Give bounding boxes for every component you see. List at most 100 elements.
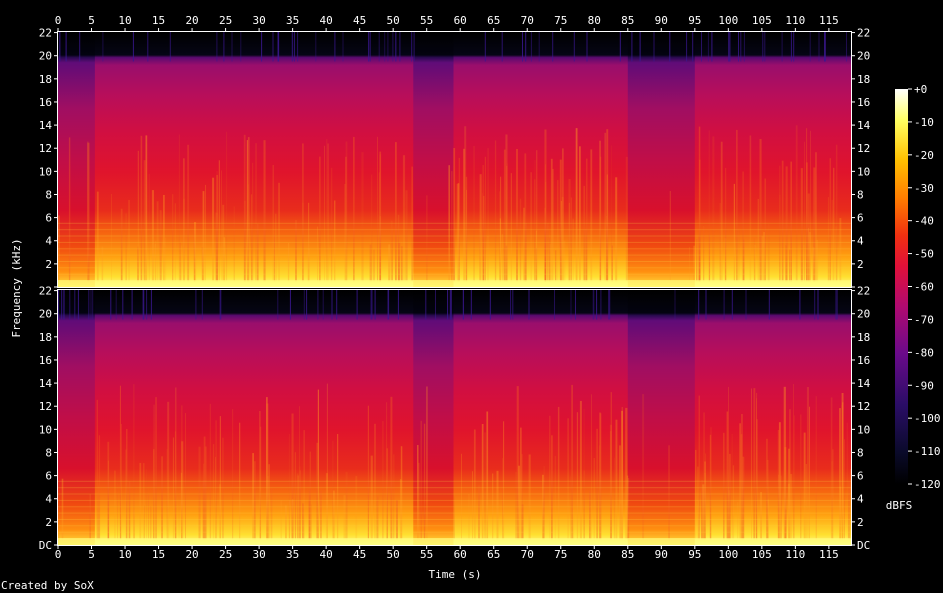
transient-spike — [387, 290, 389, 320]
energy-streak — [252, 453, 254, 540]
colorbar-gradient — [895, 89, 908, 484]
colorbar-tick-label: -40 — [914, 215, 934, 228]
energy-streak — [466, 189, 467, 282]
energy-streak — [175, 387, 177, 540]
y-axis-label: Frequency (kHz) — [10, 238, 23, 337]
energy-streak — [243, 134, 246, 282]
energy-streak — [137, 248, 139, 282]
energy-streak — [739, 423, 741, 540]
transient-spike — [824, 32, 826, 62]
energy-streak — [216, 170, 218, 282]
transient-spike — [261, 32, 263, 62]
energy-streak — [120, 208, 123, 282]
energy-streak — [698, 159, 701, 282]
colorbar-ticks: +0 -10 -20 -30 -40 -50 -60 -70 -80 -90 -100 -110 -12… — [908, 83, 941, 491]
transient-spike — [272, 32, 274, 62]
transient-spike — [132, 32, 134, 62]
energy-streak — [119, 385, 121, 540]
energy-streak — [285, 505, 287, 540]
energy-streak — [376, 496, 379, 540]
energy-streak — [344, 184, 346, 282]
transient-spike — [711, 32, 713, 62]
energy-streak — [502, 248, 505, 282]
energy-streak — [448, 165, 450, 282]
energy-streak — [589, 490, 591, 540]
energy-streak — [599, 156, 602, 282]
y-tick-label: 10 — [39, 423, 52, 436]
energy-streak — [275, 213, 277, 282]
x-tick-label: 30 — [252, 548, 265, 561]
energy-streak — [839, 408, 841, 540]
transient-spike — [728, 32, 730, 62]
energy-streak — [549, 415, 551, 540]
energy-streak — [697, 466, 699, 540]
transient-spike — [846, 32, 847, 62]
energy-streak — [510, 173, 512, 282]
energy-streak — [232, 409, 234, 540]
transient-spike — [692, 32, 694, 62]
energy-streak — [728, 490, 730, 540]
energy-streak — [544, 207, 546, 282]
energy-streak — [610, 431, 612, 540]
energy-streak — [778, 422, 781, 540]
energy-streak — [464, 126, 467, 282]
transient-spike — [738, 32, 739, 62]
energy-streak — [742, 171, 744, 282]
energy-streak — [215, 420, 217, 540]
energy-streak — [174, 476, 177, 540]
transient-spike — [835, 290, 837, 320]
transient-spike — [731, 290, 733, 320]
y-tick-label: 20 — [857, 50, 870, 63]
y-tick-label: 14 — [857, 119, 871, 132]
energy-streak — [767, 224, 770, 282]
energy-streak — [723, 432, 725, 540]
transient-spike — [201, 290, 203, 320]
energy-streak — [604, 132, 607, 282]
x-tick-label: 85 — [621, 14, 634, 27]
energy-streak — [291, 413, 294, 540]
transient-spike — [836, 290, 838, 320]
energy-streak — [308, 491, 310, 540]
energy-streak — [611, 245, 613, 282]
transient-spike — [729, 32, 731, 62]
energy-streak — [518, 465, 520, 540]
energy-streak — [704, 473, 706, 540]
energy-streak — [201, 247, 204, 282]
energy-streak — [377, 136, 378, 282]
energy-streak — [273, 234, 275, 282]
quiet-section — [413, 32, 454, 287]
energy-streak — [161, 456, 163, 540]
energy-streak — [754, 244, 756, 282]
energy-streak — [572, 510, 575, 540]
energy-streak — [583, 408, 585, 540]
y-tick-label: 22 — [39, 285, 52, 298]
transient-spike — [216, 32, 218, 62]
transient-spike — [59, 32, 61, 62]
energy-streak — [174, 203, 176, 282]
energy-streak — [492, 473, 494, 540]
energy-streak — [288, 434, 290, 540]
transient-spike — [674, 290, 676, 320]
energy-streak — [751, 388, 752, 540]
energy-streak — [361, 152, 364, 282]
energy-streak — [494, 140, 497, 282]
energy-streak — [793, 415, 795, 540]
energy-streak — [741, 487, 744, 540]
energy-streak — [761, 236, 764, 282]
energy-streak — [156, 201, 159, 282]
transient-spike — [705, 290, 707, 320]
energy-streak — [239, 422, 241, 540]
transient-spike — [586, 32, 588, 62]
energy-streak — [205, 184, 206, 282]
energy-streak — [487, 148, 489, 282]
energy-streak — [695, 449, 697, 540]
energy-streak — [542, 477, 545, 540]
energy-streak — [294, 452, 296, 540]
transient-spike — [593, 290, 595, 320]
transient-spike — [575, 290, 576, 320]
energy-streak — [844, 439, 845, 540]
energy-streak — [482, 195, 485, 282]
energy-streak — [316, 442, 319, 540]
transient-spike — [374, 290, 376, 320]
transient-spike — [573, 32, 575, 62]
